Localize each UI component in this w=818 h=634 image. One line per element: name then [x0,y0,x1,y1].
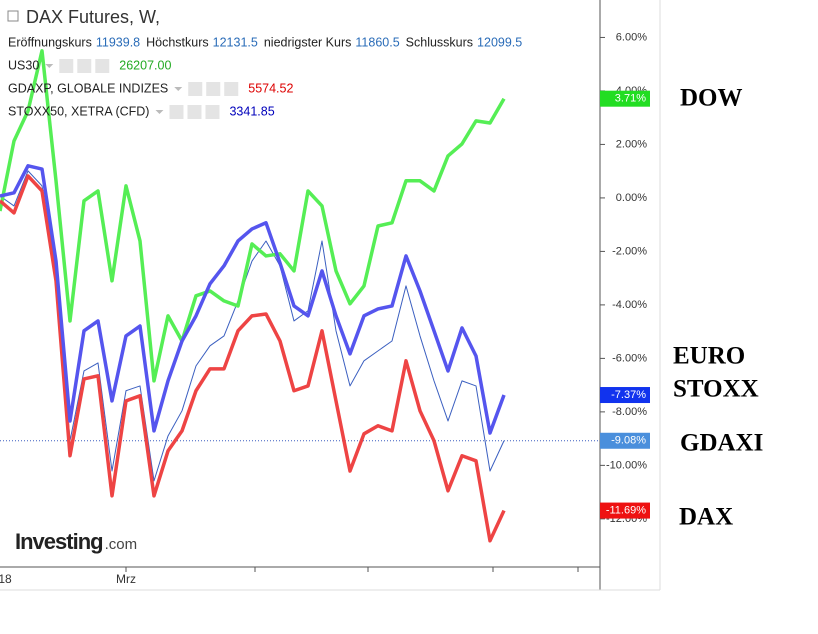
annotation: DOW [680,85,743,112]
y-tick-label: 0.00% [616,192,647,204]
ohlc-label: niedrigster Kurs [264,35,352,49]
series-line [0,174,506,543]
legend-value: 5574.52 [248,81,293,95]
y-tick-label: -8.00% [612,406,647,418]
legend-icon[interactable] [205,105,220,119]
legend-icon[interactable] [188,82,203,96]
y-tick-label: 6.00% [616,31,647,43]
legend-icon[interactable] [206,82,221,96]
y-tick-label: -10.00% [606,459,647,471]
legend-arrow [155,110,164,114]
ohlc-value: 11939.8 [96,35,140,49]
legend-icon[interactable] [77,59,92,73]
ohlc-value: 11860.5 [355,35,399,49]
annotation: GDAXI [680,430,763,457]
annotation: EURO [673,343,745,370]
y-tick-label: -6.00% [612,352,647,364]
legend-name: STOXX50, XETRA (CFD) [8,104,149,118]
ohlc-label: Höchstkurs [146,35,209,49]
collapse-icon[interactable] [7,10,19,22]
annotation: STOXX [673,376,759,403]
price-label: 3.71% [615,93,646,105]
ohlc-value: 12131.5 [213,35,258,49]
price-label-box [600,387,650,404]
price-label-box [600,90,650,107]
legend-name: US30 [8,58,39,72]
legend-name: GDAXP, GLOBALE INDIZES [8,81,168,95]
price-label: -7.37% [611,389,646,401]
y-tick-label: 2.00% [616,138,647,150]
legend-arrow [174,87,183,91]
ohlc-value: 12099.5 [477,35,522,49]
legend-icon[interactable] [169,105,184,119]
logo-suffix: .com [105,536,138,553]
legend-arrow [45,64,54,68]
x-tick-label: Mrz [116,572,136,586]
price-label: -9.08% [611,435,646,447]
series-line [0,164,506,435]
logo: Investing [15,529,103,554]
annotation: DAX [679,504,733,531]
series-line [0,49,506,383]
legend-value: 3341.85 [229,104,274,118]
legend-icon[interactable] [59,59,74,73]
legend-icon[interactable] [224,82,239,96]
x-tick-label: 18 [0,572,12,586]
ohlc-label: Eröffnungskurs [8,35,92,49]
legend-icon[interactable] [187,105,202,119]
y-tick-label: -2.00% [612,245,647,257]
legend-value: 26207.00 [119,58,171,72]
price-label: -11.69% [606,504,646,516]
series-line [0,170,505,482]
ohlc-label: Schlusskurs [406,35,473,49]
price-label-box [600,502,650,519]
chart-title: DAX Futures, W, [26,7,160,27]
time-ticks [254,567,579,572]
price-label-box [600,432,650,449]
y-tick-label: -4.00% [612,299,647,311]
legend-icon[interactable] [95,59,110,73]
